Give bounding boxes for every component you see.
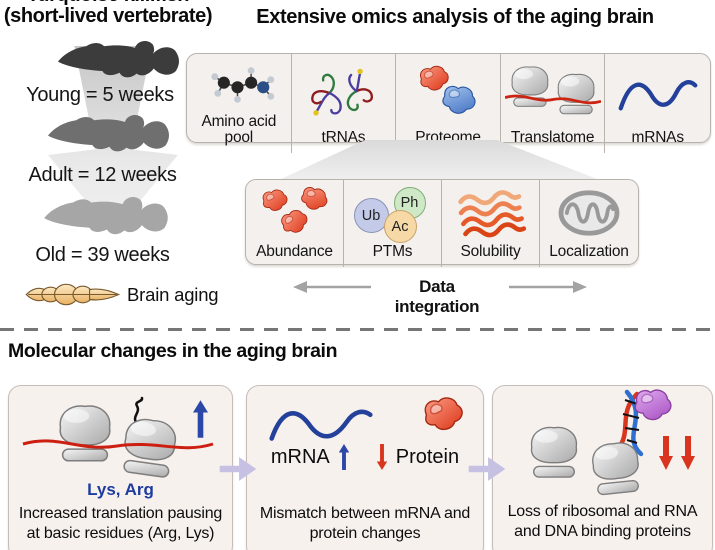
omics-layer-label: mRNAs bbox=[631, 128, 684, 146]
dna-ribosome-loss-icon bbox=[530, 386, 695, 496]
changes-header: Molecular changes in the aging brain bbox=[8, 340, 338, 362]
analysis-cell-abundance: Abundance bbox=[246, 180, 344, 267]
analysis-cell-ptms: Ub Ph Ac PTMs bbox=[344, 180, 442, 267]
protein-label: Protein bbox=[395, 445, 460, 468]
pausing-ribosomes-icon bbox=[22, 396, 214, 479]
omics-cell-trnas: tRNAs bbox=[292, 54, 397, 153]
integration-arrow-right-icon bbox=[509, 281, 587, 293]
protein-blobs-icon bbox=[410, 60, 486, 126]
panel-mrna-protein-mismatch: mRNA Protein Mismatch between mRNA and p… bbox=[246, 385, 484, 550]
aggregate-waves-icon bbox=[453, 186, 529, 240]
analysis-cell-solubility: Solubility bbox=[442, 180, 540, 267]
section-divider bbox=[0, 328, 715, 331]
mrna-wave-icon bbox=[269, 409, 373, 441]
species-title: Turquoise killifish bbox=[0, 0, 216, 7]
flow-arrow-2-icon bbox=[468, 457, 506, 481]
analysis-label: Abundance bbox=[256, 243, 333, 260]
omics-header: Extensive omics analysis of the aging br… bbox=[256, 6, 654, 28]
omics-layer-label: tRNAs bbox=[321, 128, 366, 146]
panel-caption: Mismatch between mRNA and protein change… bbox=[259, 505, 471, 543]
mrna-label: mRNA bbox=[270, 445, 330, 468]
analysis-cell-localization: Localization bbox=[540, 180, 638, 267]
molecule-icon bbox=[195, 60, 283, 110]
protein-blob-icon bbox=[424, 397, 463, 431]
panel-translation-pausing: Lys, Arg Increased translation pausing a… bbox=[8, 385, 233, 550]
brain-aging-label: Brain aging bbox=[127, 284, 219, 305]
omics-layer-row: Amino acid pool tRNAs bbox=[186, 53, 711, 153]
analysis-label: PTMs bbox=[372, 243, 413, 260]
panel-protein-loss: Loss of ribosomal and RNA and DNA bindin… bbox=[492, 385, 713, 550]
omics-cell-translatome: Translatome bbox=[501, 54, 606, 153]
up-arrow-icon bbox=[337, 444, 351, 470]
trna-icon bbox=[303, 60, 383, 126]
ptm-badge-ub: Ub bbox=[353, 198, 389, 233]
ptm-circles-icon: Ub Ph Ac bbox=[352, 186, 434, 243]
brain-icon bbox=[25, 283, 121, 306]
old-fish-icon bbox=[38, 192, 176, 240]
species-subtitle: (short-lived vertebrate) bbox=[3, 5, 213, 27]
age-label-young: Young = 5 weeks bbox=[26, 84, 174, 106]
omics-cell-proteome: Proteome bbox=[396, 54, 501, 153]
omics-layer-label: Amino acid pool bbox=[201, 113, 277, 146]
age-label-old: Old = 39 weeks bbox=[35, 244, 170, 266]
omics-cell-amino-acid-pool: Amino acid pool bbox=[187, 54, 292, 153]
rna-wave-icon bbox=[615, 60, 701, 126]
red-proteins-icon bbox=[252, 186, 338, 240]
omics-cell-mrnas: mRNAs bbox=[605, 54, 710, 153]
panel-caption: Loss of ribosomal and RNA and DNA bindin… bbox=[507, 503, 698, 541]
residues-label: Lys, Arg bbox=[87, 480, 154, 499]
ribosome-mrna-icon bbox=[504, 60, 601, 126]
down-arrow-icon bbox=[375, 444, 389, 470]
data-integration-label: Data integration bbox=[394, 277, 480, 316]
ptm-badge-ac: Ac bbox=[383, 210, 417, 243]
mitochondria-icon bbox=[553, 186, 625, 240]
analysis-row: Abundance Ub Ph Ac PTMs bbox=[245, 179, 639, 267]
mrna-protein-row: mRNA Protein bbox=[247, 444, 483, 470]
young-fish-icon bbox=[52, 36, 187, 83]
age-label-adult: Adult = 12 weeks bbox=[28, 164, 177, 186]
adult-fish-icon bbox=[42, 110, 177, 157]
panel-caption: Increased translation pausing at basic r… bbox=[18, 505, 223, 543]
analysis-label: Localization bbox=[549, 243, 629, 260]
omics-layer-label: Translatome bbox=[510, 128, 595, 146]
integration-arrow-left-icon bbox=[293, 281, 371, 293]
flow-arrow-1-icon bbox=[219, 457, 257, 481]
analysis-label: Solubility bbox=[460, 243, 521, 260]
